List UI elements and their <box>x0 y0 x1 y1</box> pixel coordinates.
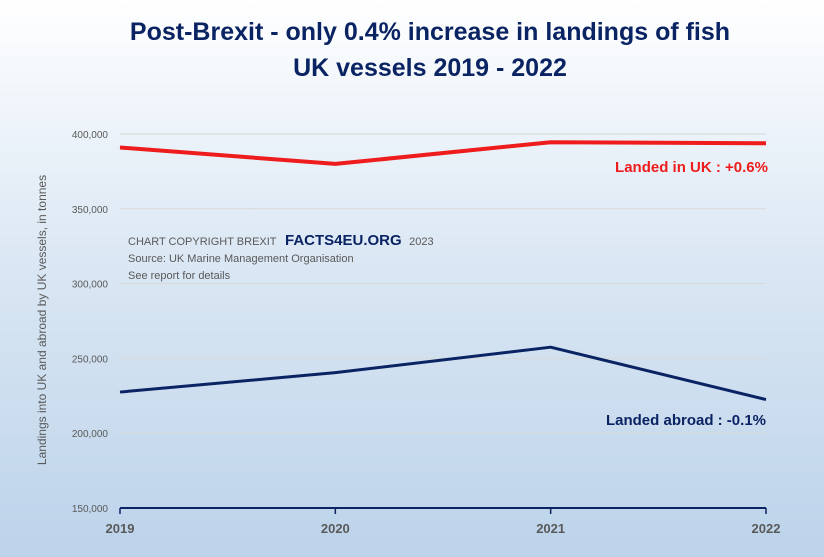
x-tick-label: 2021 <box>536 521 565 536</box>
svg-text:CHART COPYRIGHT BREXIT: CHART COPYRIGHT BREXIT FACTS4EU.ORG 2023 <box>128 232 434 249</box>
x-tick-label: 2022 <box>752 521 781 536</box>
chart-annotation: CHART COPYRIGHT BREXIT FACTS4EU.ORG 2023… <box>128 232 434 282</box>
y-tick-label: 350,000 <box>72 205 109 216</box>
series-line-landed-in-uk <box>119 140 767 166</box>
source-note: Source: UK Marine Management Organisatio… <box>128 253 354 265</box>
chart-title-line-1: Post-Brexit - only 0.4% increase in land… <box>130 18 730 46</box>
x-tick-label: 2019 <box>106 521 135 536</box>
y-tick-label: 300,000 <box>72 280 109 291</box>
x-axis-ticks: 2019 2020 2021 2022 <box>106 508 781 536</box>
y-tick-label: 150,000 <box>72 504 109 515</box>
y-axis-ticks: 150,000 200,000 250,000 300,000 350,000 400,0… <box>72 130 109 515</box>
brand-facts4eu: FACTS4EU.ORG <box>285 232 402 249</box>
series-line-landed-abroad <box>119 345 767 401</box>
y-tick-label: 200,000 <box>72 429 109 440</box>
y-tick-label: 250,000 <box>72 354 109 365</box>
copyright-prefix: CHART COPYRIGHT BREXIT <box>128 236 277 248</box>
chart-title-line-2: UK vessels 2019 - 2022 <box>293 54 567 82</box>
series-lines <box>119 140 767 401</box>
copyright-year: 2023 <box>409 236 433 248</box>
gridlines <box>120 133 766 434</box>
series-label-landed-uk: Landed in UK : +0.6% <box>615 159 768 176</box>
y-axis-label: Landings into UK and abroad by UK vessel… <box>35 175 49 465</box>
report-note: See report for details <box>128 270 231 282</box>
series-label-landed-abroad: Landed abroad : -0.1% <box>606 412 766 429</box>
x-tick-label: 2020 <box>321 521 350 536</box>
y-tick-label: 400,000 <box>72 130 109 141</box>
